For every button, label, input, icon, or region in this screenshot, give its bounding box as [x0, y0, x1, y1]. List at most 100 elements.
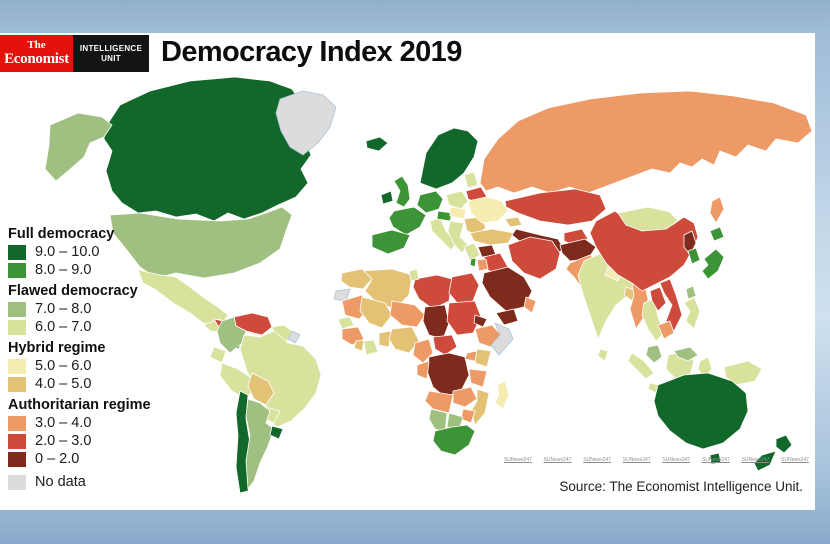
legend-item-0-0: 9.0 – 10.0 — [8, 244, 168, 260]
legend-item-3-1-swatch — [8, 433, 26, 449]
region-australia — [653, 372, 749, 450]
source-credit: Source: The Economist Intelligence Unit. — [559, 479, 803, 494]
region-south-africa — [432, 424, 476, 456]
legend-item-3-2-label: 0 – 2.0 — [35, 451, 80, 467]
region-baltics — [463, 171, 479, 189]
legend-item-1-0-swatch — [8, 301, 26, 317]
region-morocco — [340, 268, 373, 290]
region-tasmania — [709, 452, 722, 465]
watermark-text: SUNews247 — [781, 457, 809, 463]
region-ecuador — [209, 346, 227, 364]
region-iran — [507, 236, 561, 280]
region-ghana — [363, 339, 379, 356]
region-malaysia-borneo — [673, 346, 699, 362]
world-map — [44, 76, 813, 494]
legend-item-0-1-swatch — [8, 262, 26, 278]
legend-group-1-title: Flawed democracy — [8, 283, 138, 299]
legend-item-3-0: 3.0 – 4.0 — [8, 415, 168, 431]
region-philippines — [683, 296, 701, 330]
legend-item-3-2-swatch — [8, 451, 26, 467]
region-germany-region — [416, 190, 444, 214]
region-japan-hokkaido — [709, 226, 725, 242]
legend-group-2-title: Hybrid regime — [8, 340, 106, 356]
legend-item-2-0: 5.0 – 6.0 — [8, 358, 168, 374]
legend-item-2-1-label: 4.0 – 5.0 — [35, 376, 92, 392]
legend-item-2-0-swatch — [8, 358, 26, 374]
region-israel — [469, 257, 477, 268]
region-sumatra-indonesia — [627, 352, 655, 380]
region-ireland — [380, 190, 394, 205]
region-cameroon — [412, 338, 434, 364]
legend-group-0-title: Full democracy — [8, 226, 115, 242]
watermark-text: SUNews247 — [662, 457, 691, 463]
region-spain-portugal — [371, 229, 411, 255]
region-france — [388, 206, 427, 236]
region-japan-honshu — [701, 248, 725, 280]
region-russia — [479, 90, 813, 194]
economist-logo: The Economist — [0, 35, 73, 72]
watermark-text: SUNews247 — [504, 457, 532, 463]
region-sri-lanka — [597, 348, 609, 362]
region-zimbabwe — [460, 408, 476, 424]
region-niger — [389, 300, 426, 328]
legend-item-3-0-swatch — [8, 415, 26, 431]
region-laos — [649, 286, 667, 312]
intelligence-unit-line1: INTELLIGENCE — [79, 43, 143, 53]
legend-item-2-0-label: 5.0 – 6.0 — [35, 358, 92, 374]
region-greenland — [275, 90, 337, 156]
watermark-text: SUNews247 — [701, 457, 730, 463]
region-uruguay — [269, 425, 284, 440]
region-zambia — [452, 386, 478, 408]
region-greece — [463, 242, 481, 262]
region-argentina — [245, 398, 275, 490]
region-senegal — [337, 316, 355, 330]
region-kazakhstan — [504, 188, 607, 226]
region-french-guiana — [287, 330, 301, 344]
watermark-text: SUNews247 — [583, 457, 611, 463]
legend-item-0-1: 8.0 – 9.0 — [8, 262, 168, 278]
region-peru — [219, 362, 255, 400]
map-card: The Economist INTELLIGENCE UNIT Democrac… — [0, 33, 815, 510]
region-uk — [393, 175, 411, 208]
region-mongolia — [617, 206, 679, 232]
legend-item-1-0: 7.0 – 8.0 — [8, 301, 168, 317]
region-gabon-congo — [416, 360, 430, 380]
region-tunisia — [408, 268, 420, 282]
region-alaska — [44, 112, 113, 182]
region-taiwan — [685, 285, 697, 300]
region-madagascar — [494, 380, 510, 410]
legend-item-no-data-swatch — [8, 474, 26, 490]
region-vietnam — [659, 278, 683, 332]
region-mozambique — [470, 388, 490, 426]
legend-item-no-data: No data — [8, 474, 168, 490]
legend-item-0-0-swatch — [8, 244, 26, 260]
watermark-text: SUNews247 — [622, 457, 651, 463]
region-cote-divoire — [353, 339, 365, 352]
region-ukraine — [467, 196, 509, 224]
legend-item-1-1: 6.0 – 7.0 — [8, 319, 168, 335]
region-somalia — [490, 322, 514, 356]
legend-item-no-data-label: No data — [35, 474, 86, 490]
legend-item-3-1-label: 2.0 – 3.0 — [35, 433, 92, 449]
legend-item-3-1: 2.0 – 3.0 — [8, 433, 168, 449]
region-south-korea — [687, 247, 701, 265]
legend-item-2-1-swatch — [8, 376, 26, 392]
watermark-row: SUNews247 SUNews247 SUNews247 SUNews247 SUNe… — [504, 457, 809, 463]
legend-item-1-0-label: 7.0 – 8.0 — [35, 301, 92, 317]
region-oman — [523, 296, 537, 314]
region-angola — [424, 390, 454, 414]
region-kenya — [474, 348, 492, 368]
region-sakhalin — [709, 196, 725, 224]
region-yemen — [495, 308, 519, 326]
legend-item-1-1-label: 6.0 – 7.0 — [35, 319, 92, 335]
region-turkey — [469, 228, 515, 246]
region-bolivia — [247, 372, 275, 406]
region-scandinavia — [419, 127, 479, 190]
region-malaysia-peninsula — [645, 344, 663, 364]
watermark-text: SUNews247 — [543, 457, 572, 463]
region-cambodia — [657, 320, 675, 340]
legend-item-3-2: 0 – 2.0 — [8, 451, 168, 467]
region-mali — [359, 296, 393, 329]
legend-item-0-0-label: 9.0 – 10.0 — [35, 244, 100, 260]
